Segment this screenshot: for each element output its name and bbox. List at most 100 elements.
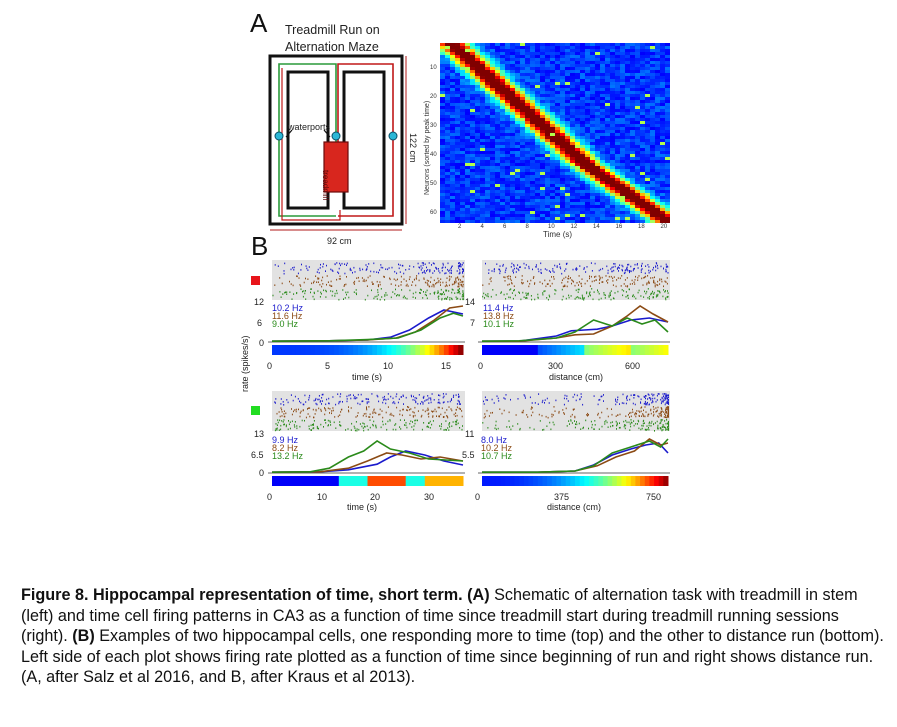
heatmap-cell (535, 121, 541, 125)
rate-colorbar-cell (448, 476, 454, 486)
heatmap-cell (525, 67, 531, 71)
heatmap-cell (640, 79, 646, 83)
heatmap-cell (645, 163, 651, 167)
heatmap-cell (450, 79, 456, 83)
raster-spike (561, 279, 563, 281)
raster-spike (277, 265, 279, 267)
heatmap-cell (470, 97, 476, 101)
rate-colorbar-cell (420, 476, 426, 486)
heatmap-cell (535, 178, 541, 182)
heatmap-cell (595, 145, 601, 149)
raster-spike (460, 284, 462, 286)
heatmap-cell (525, 208, 531, 212)
raster-spike (566, 425, 568, 427)
heatmap-cell (455, 121, 461, 125)
raster-spike (519, 427, 521, 430)
raster-spike (664, 413, 666, 415)
heatmap-cell (630, 79, 636, 83)
heatmap-cell (615, 76, 621, 80)
raster-spike (412, 292, 414, 295)
bd-xlabel: distance (cm) (547, 502, 602, 512)
raster-spike (299, 425, 301, 428)
heatmap-cell (460, 214, 466, 218)
raster-spike (647, 282, 649, 284)
rate-colorbar-cell (329, 476, 335, 486)
heatmap-cell (625, 70, 631, 74)
raster-spike (451, 283, 453, 286)
raster-spike (568, 420, 570, 422)
raster-spike (439, 281, 441, 284)
heatmap-cell (515, 184, 521, 188)
raster-spike (643, 277, 645, 279)
raster-spike (611, 270, 613, 273)
heatmap-cell (645, 190, 651, 194)
heatmap-cell (655, 220, 661, 223)
heatmap-cell (515, 193, 521, 197)
heatmap-cell (455, 109, 461, 113)
heatmap-cell (635, 166, 641, 170)
raster-spike (288, 423, 290, 426)
heatmap-cell (645, 76, 651, 80)
heatmap-cell (580, 190, 586, 194)
raster-spike (402, 394, 404, 397)
heatmap-cell (620, 61, 626, 65)
rate-colorbar-cell (598, 476, 604, 486)
raster-spike (381, 410, 383, 412)
heatmap-cell (555, 136, 561, 140)
heatmap-cell (450, 109, 456, 113)
raster-spike (520, 298, 522, 301)
heatmap-cell (515, 187, 521, 191)
heatmap-cell (580, 217, 586, 221)
raster-spike (381, 296, 383, 298)
raster-spike (462, 275, 464, 278)
heatmap-cell (495, 202, 501, 206)
raster-spike (294, 421, 296, 423)
heatmap-cell (600, 166, 606, 170)
rate-colorbar-cell (528, 476, 534, 486)
heatmap-cell (645, 70, 651, 74)
heatmap-cell (485, 196, 491, 200)
raster-spike (660, 419, 662, 421)
heatmap-cell (605, 109, 611, 113)
raster-spike (531, 407, 533, 409)
heatmap-cell (455, 172, 461, 176)
raster-spike (298, 408, 299, 411)
heatmap-cell (620, 130, 626, 134)
heatmap-cell (485, 214, 491, 218)
heatmap-cell (555, 169, 561, 173)
heatmap-cell (605, 148, 611, 152)
heatmap-cell (615, 181, 621, 185)
raster-spike (599, 416, 601, 419)
heatmap-cell (465, 202, 471, 206)
heatmap-cell (530, 61, 536, 65)
raster-spike (439, 271, 441, 274)
heatmap-cell (510, 58, 516, 62)
raster-spike (447, 416, 449, 419)
heatmap-cell (445, 49, 451, 53)
raster-spike (665, 411, 667, 414)
heatmap-cell (465, 118, 471, 122)
heatmap-cell (440, 52, 446, 56)
heatmap-cell (595, 61, 601, 65)
raster-spike (331, 285, 333, 287)
heatmap-cell (560, 85, 566, 89)
raster-spike (458, 285, 460, 288)
heatmap-cell (505, 46, 511, 50)
heatmap-cell (520, 91, 526, 95)
heatmap-cell (455, 193, 461, 197)
heatmap-cell (470, 145, 476, 149)
raster-spike (309, 407, 311, 409)
heatmap-cell (535, 46, 541, 50)
heatmap-cell (605, 133, 611, 137)
raster-spike (291, 420, 293, 423)
raster-spike (461, 428, 463, 431)
raster-spike (599, 277, 601, 280)
heatmap-cell (530, 52, 536, 56)
heatmap-cell (530, 64, 536, 68)
rate-colorbar-cell (621, 476, 627, 486)
raster-spike (458, 284, 460, 286)
heatmap-cell (660, 91, 666, 95)
heatmap-cell (525, 97, 531, 101)
heatmap-cell (525, 70, 531, 74)
heatmap-cell (605, 124, 611, 128)
